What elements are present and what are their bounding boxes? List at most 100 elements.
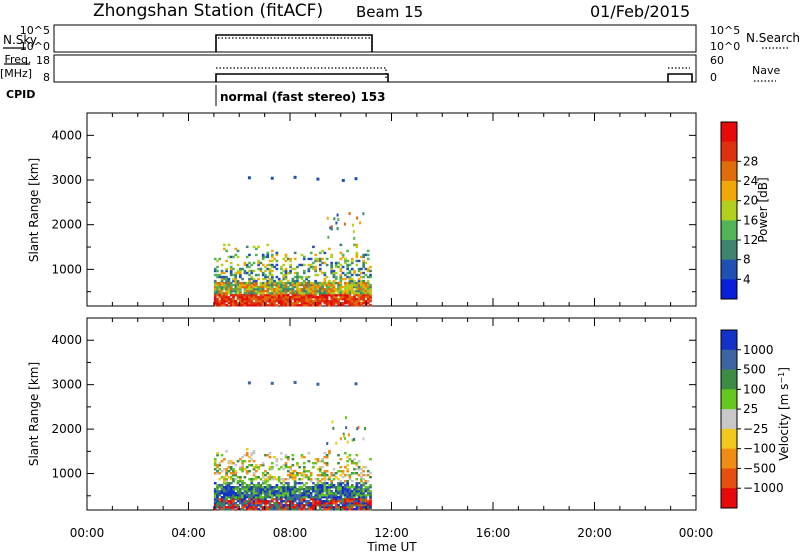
data-cell xyxy=(337,488,340,491)
data-cell xyxy=(248,494,251,497)
data-cell xyxy=(257,500,260,503)
data-cell xyxy=(243,486,247,489)
data-cell xyxy=(270,492,274,495)
data-cell xyxy=(257,277,260,281)
data-cell xyxy=(344,506,347,509)
data-cell xyxy=(328,476,331,479)
data-cell xyxy=(268,287,272,291)
data-cell xyxy=(289,490,292,493)
data-cell xyxy=(302,279,306,283)
data-cell xyxy=(286,490,290,493)
nave-tick-top: 60 xyxy=(710,54,724,67)
data-cell xyxy=(323,486,327,489)
data-cell xyxy=(248,281,251,285)
data-cell xyxy=(293,476,297,479)
data-cell xyxy=(232,462,235,465)
data-cell xyxy=(266,287,270,291)
data-cell xyxy=(268,508,272,511)
data-cell xyxy=(268,492,272,495)
data-cell xyxy=(252,277,256,281)
data-cell xyxy=(248,283,251,287)
data-cell xyxy=(325,281,329,285)
data-cell xyxy=(321,474,324,477)
data-cell xyxy=(213,494,217,497)
data-cell xyxy=(216,496,219,499)
data-cell xyxy=(314,283,318,287)
data-cell xyxy=(323,496,327,499)
data-cell xyxy=(284,466,288,469)
data-cell xyxy=(328,484,331,487)
data-cell xyxy=(357,273,361,277)
data-cell xyxy=(229,490,233,493)
data-cell xyxy=(318,498,322,501)
data-cell xyxy=(293,281,297,285)
data-cell xyxy=(302,494,306,497)
data-cell xyxy=(266,454,270,457)
data-cell xyxy=(353,462,356,465)
data-cell xyxy=(284,462,288,465)
data-cell xyxy=(243,295,247,299)
data-cell xyxy=(275,281,279,285)
data-cell xyxy=(243,293,247,297)
colorbar-segment xyxy=(721,181,737,202)
data-cell xyxy=(216,299,219,303)
data-cell xyxy=(245,452,249,455)
data-cell xyxy=(366,494,370,497)
data-cell xyxy=(250,269,254,273)
data-cell xyxy=(312,245,315,249)
data-cell xyxy=(341,488,345,491)
data-cell xyxy=(307,263,311,267)
data-cell xyxy=(234,492,238,495)
data-cell xyxy=(291,277,295,281)
data-cell xyxy=(268,285,272,289)
data-cell xyxy=(225,291,228,295)
data-cell xyxy=(325,474,329,477)
data-cell xyxy=(357,506,361,509)
data-cell xyxy=(291,500,295,503)
data-cell xyxy=(302,303,306,307)
data-cell xyxy=(254,285,258,289)
data-cell xyxy=(350,472,354,475)
velocity-colorbar-label: Velocity [m s−1] xyxy=(777,367,792,461)
data-cell xyxy=(318,251,322,255)
data-cell xyxy=(325,464,329,467)
data-cell xyxy=(342,434,345,438)
data-cell xyxy=(323,490,327,493)
data-cell xyxy=(232,472,235,475)
data-cell xyxy=(248,295,251,299)
data-cell xyxy=(254,498,258,501)
data-cell xyxy=(236,283,240,287)
data-cell xyxy=(325,486,329,489)
data-cell xyxy=(289,265,292,269)
data-cell xyxy=(325,490,329,493)
data-cell xyxy=(302,283,306,287)
data-cell xyxy=(254,476,258,479)
data-cell xyxy=(307,502,311,505)
data-cell xyxy=(302,468,306,471)
data-cell xyxy=(331,420,334,424)
data-cell xyxy=(238,295,242,299)
data-cell xyxy=(227,281,231,285)
data-cell xyxy=(334,486,338,489)
data-cell xyxy=(360,502,363,505)
data-cell xyxy=(339,492,343,495)
data-cell xyxy=(353,281,356,285)
data-cell xyxy=(236,488,240,491)
data-cell xyxy=(291,492,295,495)
data-cell xyxy=(225,496,228,499)
data-cell xyxy=(302,498,306,501)
data-cell xyxy=(282,478,286,481)
data-cell xyxy=(257,502,260,505)
data-cell xyxy=(323,251,327,255)
data-cell xyxy=(220,291,224,295)
data-cell xyxy=(264,474,267,477)
data-cell xyxy=(223,478,226,481)
data-cell xyxy=(218,293,222,297)
data-cell xyxy=(252,474,256,477)
data-cell xyxy=(225,474,228,477)
data-cell xyxy=(241,460,244,463)
data-cell xyxy=(296,285,299,289)
data-cell xyxy=(213,291,217,295)
data-cell xyxy=(261,257,265,261)
data-cell xyxy=(346,263,350,267)
